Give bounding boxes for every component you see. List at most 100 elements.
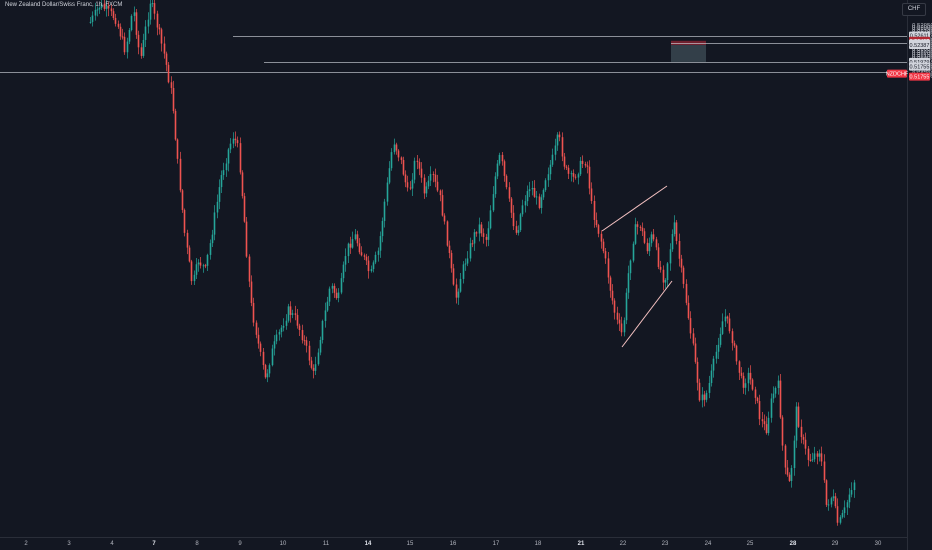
candle-body: [296, 314, 299, 326]
candle-body: [443, 215, 446, 222]
currency-selector[interactable]: CHF: [902, 3, 926, 16]
candle-body: [850, 490, 853, 495]
time-tick-label: 15: [407, 541, 414, 547]
time-tick-label: 3: [67, 541, 71, 547]
candle-body: [176, 139, 179, 159]
price-label-current: 0.51755: [909, 72, 930, 81]
candle-body: [225, 163, 228, 171]
candle-body: [383, 201, 386, 221]
time-tick-label: 21: [578, 541, 585, 547]
candle-body: [377, 250, 380, 255]
candle-body: [648, 243, 651, 252]
candle-body: [708, 383, 711, 393]
candle-body: [579, 160, 582, 175]
candle-body: [466, 258, 469, 264]
candle-body: [397, 150, 400, 158]
candle-body: [786, 467, 789, 475]
candle-body: [450, 252, 453, 269]
price-label-text: 0.52611: [910, 34, 929, 40]
candle-body: [248, 256, 251, 282]
candle-body: [735, 345, 738, 362]
candle-body: [646, 242, 649, 252]
candle-body: [797, 406, 800, 427]
price-tick-label: 0.52250: [912, 49, 932, 55]
candle-body: [351, 239, 354, 248]
price-label-text: 0.52387: [910, 43, 930, 49]
candle-body: [800, 426, 803, 438]
candle-body: [680, 258, 683, 268]
candle-body: [563, 156, 566, 167]
candle-body: [540, 197, 543, 208]
candle-body: [285, 320, 288, 326]
candle-body: [494, 176, 497, 195]
stop-loss-zone[interactable]: [671, 40, 706, 46]
candle-body: [538, 196, 541, 208]
candle-body: [816, 453, 819, 457]
candle-body: [475, 232, 478, 234]
candle-body: [379, 236, 382, 251]
time-tick-label: 24: [705, 541, 712, 547]
price-label-text: 0.51755: [910, 65, 930, 71]
candle-body: [793, 440, 796, 469]
candle-body: [402, 160, 405, 175]
candle-body: [588, 166, 591, 189]
candle-body: [220, 175, 223, 188]
candle-body: [328, 288, 331, 302]
candle-body: [689, 318, 692, 334]
candle-body: [482, 233, 485, 237]
wedge-upper-line[interactable]: [601, 185, 668, 232]
candle-body: [344, 256, 347, 265]
candle-body: [549, 164, 552, 175]
price-label-box: [909, 72, 930, 81]
candle-body: [321, 320, 324, 340]
candle-body: [193, 274, 196, 282]
candle-body: [436, 181, 439, 191]
price-label-box: [909, 62, 930, 71]
candle-body: [625, 292, 628, 321]
candle-body: [112, 11, 115, 18]
candle-body: [593, 200, 596, 220]
time-tick-label: 28: [790, 541, 797, 547]
candle-body: [719, 333, 722, 345]
candle-body: [685, 283, 688, 303]
candle-body: [360, 252, 363, 256]
candle-body: [271, 348, 274, 366]
candle-body: [528, 189, 531, 192]
time-tick-label: 10: [280, 541, 287, 547]
candle-body: [110, 8, 113, 12]
candle-body: [303, 340, 306, 342]
candle-body: [268, 365, 271, 374]
candle-body: [213, 212, 216, 235]
candle-body: [153, 3, 156, 14]
candle-body: [641, 227, 644, 232]
wedge-lower-line[interactable]: [621, 280, 673, 348]
candle-body: [747, 372, 750, 384]
candle-body: [434, 174, 437, 182]
candle-body: [333, 285, 336, 293]
candle-body: [478, 224, 481, 234]
candle-body: [687, 302, 690, 319]
candle-body: [163, 43, 166, 54]
candle-body: [416, 160, 419, 163]
candle-body: [657, 247, 660, 267]
candle-body: [597, 225, 600, 234]
candle-body: [372, 262, 375, 270]
candle-body: [469, 243, 472, 259]
candle-body: [239, 143, 242, 173]
candle-body: [694, 343, 697, 362]
candle-body: [498, 154, 501, 164]
price-tick-label: 0.52800: [912, 26, 932, 32]
candle-body: [245, 221, 248, 257]
candle-body: [664, 279, 667, 283]
candle-body: [788, 474, 791, 481]
candle-body: [515, 226, 518, 233]
candle-body: [471, 243, 474, 245]
candle-body: [846, 502, 849, 508]
candle-body: [425, 186, 428, 194]
candle-body: [181, 190, 184, 210]
take-profit-zone[interactable]: [671, 45, 706, 62]
time-tick-label: 22: [620, 541, 627, 547]
price-label-white: 0.52387: [909, 41, 930, 50]
